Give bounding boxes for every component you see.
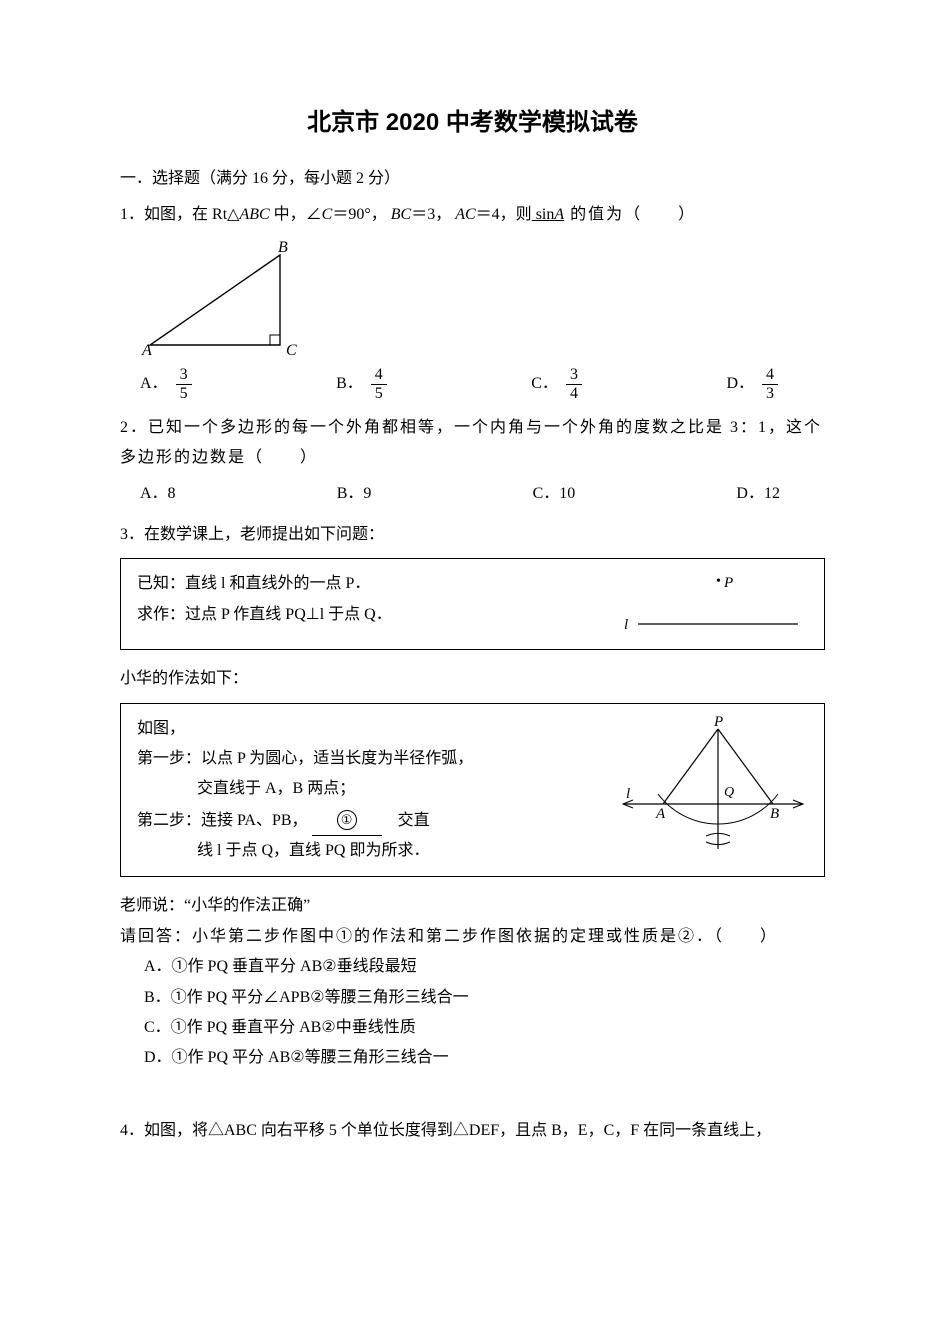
txt: 中，∠ xyxy=(274,206,322,223)
box-line: 已知：直线 l 和直线外的一点 P． xyxy=(137,569,598,599)
q3-subhead: 小华的作法如下： xyxy=(120,664,825,694)
box-line: 求作：过点 P 作直线 PQ⊥l 于点 Q． xyxy=(137,600,598,630)
label-l: l xyxy=(624,617,628,633)
option-A: A．①作 PQ 垂直平分 AB②垂线段最短 xyxy=(120,952,825,982)
box-line: 线 l 于点 Q，直线 PQ 即为所求． xyxy=(137,836,608,866)
q3-text: 3．在数学课上，老师提出如下问题： xyxy=(120,520,825,550)
q3-given-box: 已知：直线 l 和直线外的一点 P． 求作：过点 P 作直线 PQ⊥l 于点 Q… xyxy=(120,558,825,650)
den: 4 xyxy=(566,385,582,403)
opt-label: D． xyxy=(726,369,754,399)
option-A: A． 35 xyxy=(140,366,194,402)
box-line: 第一步：以点 P 为圆心，适当长度为半径作弧， xyxy=(137,744,608,774)
txt: Rt△ xyxy=(212,206,239,223)
q1-text: 1．如图，在 Rt△ABC 中，∠C＝90°， BC＝3， AC＝4，则 sin… xyxy=(120,206,696,223)
q3-ask: 请回答：小华第二步作图中①的作法和第二步作图依据的定理或性质是②．（ ） xyxy=(120,922,825,952)
option-B: B． 45 xyxy=(336,366,389,402)
label-P: P xyxy=(723,575,733,591)
label-A: A xyxy=(141,342,152,359)
num: 4 xyxy=(371,366,387,385)
q3-box2-figure: P Q A B l xyxy=(618,714,808,864)
q3-construction-box: 如图， 第一步：以点 P 为圆心，适当长度为半径作弧， 交直线于 A，B 两点；… xyxy=(120,703,825,878)
svg-text:A: A xyxy=(655,806,666,822)
txt: ＝90°， xyxy=(332,206,386,223)
num: 4 xyxy=(762,366,778,385)
num: 3 xyxy=(176,366,192,385)
section-heading: 一．选择题（满分 16 分，每小题 2 分） xyxy=(120,164,825,194)
option-B: B．9 xyxy=(337,479,372,509)
circle-num-icon: ① xyxy=(337,810,357,830)
page-title: 北京市 2020 中考数学模拟试卷 xyxy=(120,100,825,146)
box-line: 第二步：连接 PA、PB， ① 交直 xyxy=(137,805,608,836)
question-4: 4．如图，将△ABC 向右平移 5 个单位长度得到△DEF，且点 B，E，C，F… xyxy=(120,1116,825,1146)
box-line: 如图， xyxy=(137,714,608,744)
option-C: C．10 xyxy=(533,479,576,509)
option-B: B．①作 PQ 平分∠APB②等腰三角形三线合一 xyxy=(120,983,825,1013)
txt: 交直 xyxy=(398,812,430,829)
label-C: C xyxy=(286,342,297,359)
den: 5 xyxy=(176,385,192,403)
txt: 1．如图，在 xyxy=(120,206,212,223)
opt-label: A． xyxy=(140,369,168,399)
q2-options: A．8 B．9 C．10 D．12 xyxy=(140,479,780,509)
question-2: 2．已知一个多边形的每一个外角都相等，一个内角与一个外角的度数之比是 3：1，这… xyxy=(120,413,825,510)
opt-label: B． xyxy=(336,369,363,399)
txt: ＝3， xyxy=(411,206,451,223)
txt: ABC xyxy=(239,206,269,223)
q4-text: 4．如图，将△ABC 向右平移 5 个单位长度得到△DEF，且点 B，E，C，F… xyxy=(120,1116,825,1146)
q3-box1-figure: • P l xyxy=(608,569,808,639)
txt: C xyxy=(322,206,333,223)
option-A: A．8 xyxy=(140,479,176,509)
blank-underline: ① xyxy=(312,805,382,836)
txt: AC xyxy=(455,206,475,223)
den: 5 xyxy=(371,385,387,403)
svg-text:B: B xyxy=(770,806,779,822)
svg-text:Q: Q xyxy=(724,785,734,800)
question-1: 1．如图，在 Rt△ABC 中，∠C＝90°， BC＝3， AC＝4，则 sin… xyxy=(120,200,825,403)
option-D: D． 43 xyxy=(726,366,780,402)
den: 3 xyxy=(762,385,778,403)
opt-label: C． xyxy=(531,369,558,399)
option-D: D．12 xyxy=(736,479,780,509)
txt: 的值为（ ） xyxy=(564,206,696,223)
txt: sin xyxy=(532,206,555,223)
option-C: C．①作 PQ 垂直平分 AB②中垂线性质 xyxy=(120,1013,825,1043)
svg-text:l: l xyxy=(626,786,630,802)
dot-icon: • xyxy=(716,574,721,589)
q1-options: A． 35 B． 45 C． 34 D． 43 xyxy=(140,366,780,402)
option-D: D．①作 PQ 平分 AB②等腰三角形三线合一 xyxy=(120,1043,825,1073)
txt: A xyxy=(554,206,564,223)
q2-text: 2．已知一个多边形的每一个外角都相等，一个内角与一个外角的度数之比是 3：1，这… xyxy=(120,413,825,474)
txt: 第二步：连接 PA、PB， xyxy=(137,812,308,829)
option-C: C． 34 xyxy=(531,366,584,402)
label-B: B xyxy=(278,240,288,256)
txt: BC xyxy=(391,206,411,223)
q3-teacher-line: 老师说：“小华的作法正确” xyxy=(120,891,825,921)
svg-text:P: P xyxy=(713,714,723,730)
question-3: 3．在数学课上，老师提出如下问题： 已知：直线 l 和直线外的一点 P． 求作：… xyxy=(120,520,825,1074)
box-line: 交直线于 A，B 两点； xyxy=(137,774,608,804)
q1-figure: A C B xyxy=(140,240,825,360)
num: 3 xyxy=(566,366,582,385)
txt: ＝4，则 xyxy=(476,206,532,223)
